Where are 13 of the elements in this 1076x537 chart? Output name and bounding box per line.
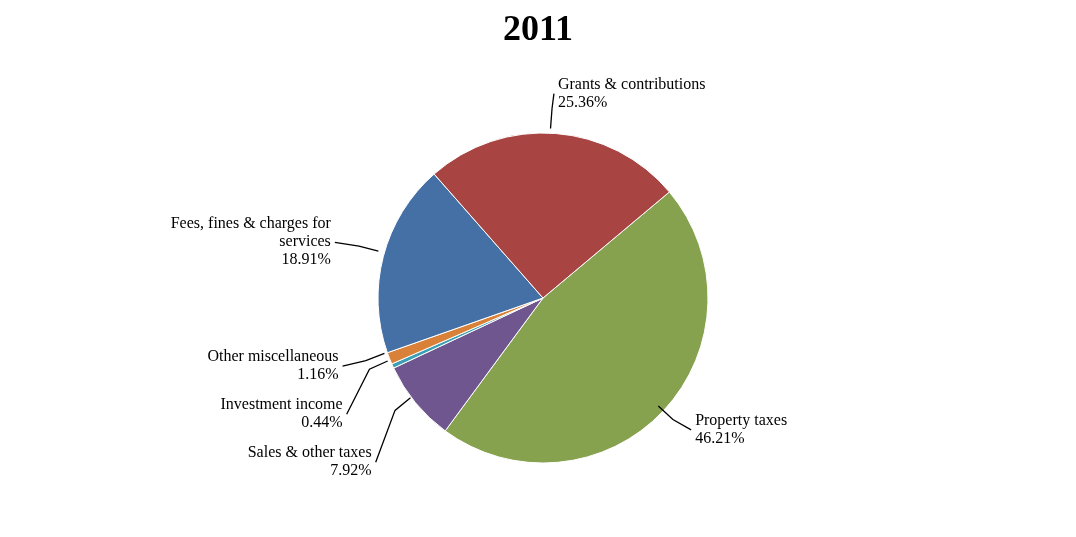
data-label: 1.16%	[297, 365, 339, 383]
data-label: 18.91%	[281, 250, 331, 268]
data-label: 7.92%	[330, 461, 372, 479]
slice-label: Property taxes	[695, 410, 788, 429]
data-label: 46.21%	[695, 428, 745, 446]
data-label: 0.44%	[301, 413, 343, 431]
slice-label: Other miscellaneous	[207, 347, 339, 365]
slice-label: Grants & contributions	[557, 74, 706, 92]
slice-label: Fees, fines & charges for services	[170, 214, 332, 250]
slice-label: Investment income	[220, 395, 343, 413]
slice-label: Sales & other taxes	[247, 443, 372, 461]
chart-title: 2011	[502, 8, 574, 48]
data-label: 25.36%	[557, 92, 608, 110]
